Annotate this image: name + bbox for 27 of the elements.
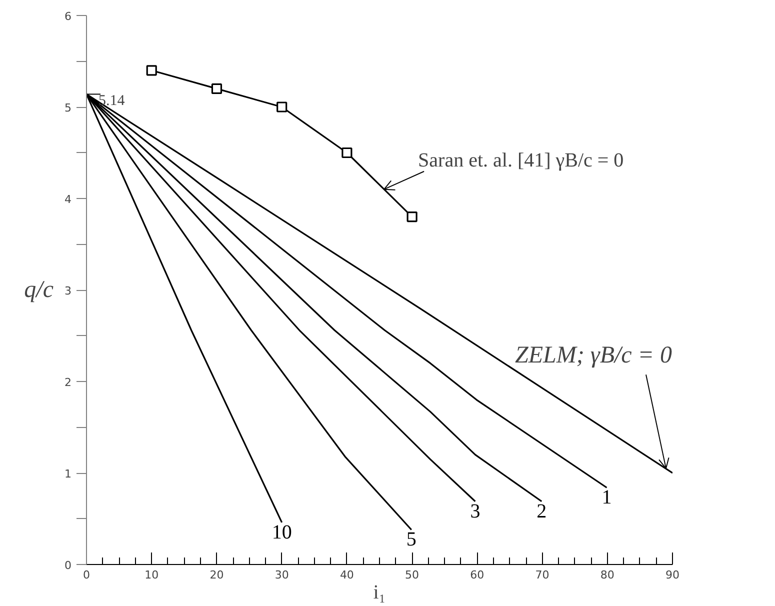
x-tick-label: 90 [666, 568, 680, 582]
x-tick-label: 30 [274, 568, 289, 582]
x-axis-title: i₁ [373, 582, 386, 604]
x-tick-label: 0 [83, 568, 90, 582]
x-tick-label: 40 [340, 568, 354, 582]
x-tick-label: 70 [535, 568, 550, 582]
y-tick-label: 6 [64, 10, 72, 23]
series-label: 5 [406, 528, 416, 551]
y-tick-label: 5 [64, 102, 72, 114]
x-tick-label: 50 [405, 568, 420, 582]
x-tick-label: 80 [600, 568, 614, 582]
y-tick-label: 2 [64, 376, 72, 389]
y-tick-label: 0 [64, 559, 72, 572]
x-tick-label: 60 [470, 568, 484, 582]
y-axis-title: q/c [24, 277, 54, 303]
series-label: 3 [470, 500, 480, 522]
series-label: 10 [272, 521, 292, 544]
annotation: ZELM; γB/c = 0 [515, 342, 672, 369]
annotation: 5.14 [98, 93, 126, 110]
y-tick-label: 3 [64, 284, 72, 298]
x-tick-label: 20 [210, 568, 224, 582]
series-label: 2 [536, 500, 547, 522]
series-label: 1 [602, 486, 612, 509]
x-tick-label: 10 [144, 568, 159, 582]
y-tick-label: 1 [64, 468, 72, 480]
y-tick-label: 4 [64, 193, 72, 206]
annotation: Saran et. al. [41] γB/c = 0 [418, 149, 624, 172]
